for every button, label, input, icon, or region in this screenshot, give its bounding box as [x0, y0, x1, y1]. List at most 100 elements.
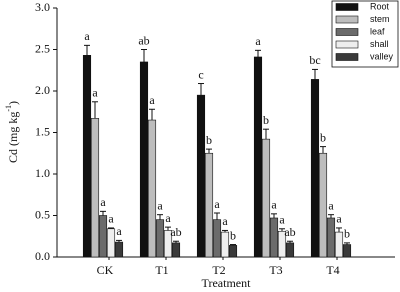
legend-label: stem [370, 14, 390, 24]
error-bar [344, 242, 350, 245]
legend-swatch [335, 53, 359, 61]
error-bar [222, 229, 228, 233]
legend-label: leaf [370, 26, 385, 36]
error-bar [84, 44, 90, 56]
bar [269, 217, 279, 258]
bar [114, 241, 124, 258]
significance-letter: b [320, 130, 326, 144]
bar [228, 245, 238, 258]
significance-letter: b [230, 228, 236, 242]
significance-letter: a [100, 195, 106, 209]
error-bar [255, 49, 261, 57]
y-label-text: Cd (mg kg [6, 112, 20, 163]
legend-label: Root [370, 1, 390, 11]
error-bar [328, 214, 334, 218]
bar [98, 215, 108, 258]
significance-letter: bc [309, 53, 320, 67]
legend-swatch [335, 15, 359, 24]
error-bar [100, 210, 106, 216]
x-tick-label: T2 [212, 263, 225, 277]
bar [106, 228, 116, 258]
significance-letter: a [92, 86, 98, 100]
bar [90, 118, 100, 258]
x-tick-label: T1 [155, 263, 168, 277]
significance-letter: a [116, 224, 122, 238]
x-tick-label: CK [97, 263, 114, 277]
y-tick-label: 2.0 [35, 83, 50, 97]
significance-letter: a [255, 34, 261, 48]
significance-letter: b [263, 113, 269, 127]
error-bar [230, 244, 236, 246]
significance-letter: a [157, 198, 163, 212]
significance-letter: a [84, 29, 90, 43]
significance-letter: a [214, 197, 220, 211]
bar [253, 56, 263, 258]
significance-letter: a [328, 198, 334, 212]
y-tick-label: 0.5 [35, 207, 50, 221]
significance-letter: ab [284, 225, 295, 239]
y-label-text: ) [6, 101, 20, 105]
bar [326, 217, 336, 258]
bar [139, 61, 149, 258]
error-bar [271, 213, 277, 218]
significance-letter: ab [138, 33, 149, 47]
significance-letter: a [165, 211, 171, 225]
bar [196, 94, 206, 258]
error-bar [108, 227, 114, 229]
significance-letter: c [198, 67, 203, 81]
bar [334, 231, 344, 258]
error-bar [263, 128, 269, 140]
error-bar [206, 148, 212, 154]
error-bar [320, 146, 326, 154]
bar [204, 152, 214, 258]
bar [285, 242, 295, 258]
legend-label: shall [370, 39, 389, 49]
error-bar [173, 240, 179, 243]
significance-letter: a [222, 214, 228, 228]
significance-letter: a [149, 93, 155, 107]
significance-letter: a [279, 213, 285, 227]
y-tick-label: 1.0 [35, 166, 50, 180]
y-tick-label: 2.5 [35, 41, 50, 55]
error-bar [312, 68, 318, 80]
error-bar [92, 101, 98, 119]
y-axis-label: Cd (mg kg-1) [4, 101, 20, 163]
bar [82, 55, 92, 258]
error-bar [141, 49, 147, 62]
error-bar [157, 214, 163, 220]
error-bar [116, 239, 122, 243]
error-bar [165, 226, 171, 231]
bar [261, 138, 271, 258]
error-bar [198, 83, 204, 96]
bar [147, 119, 157, 258]
legend-label: valley [370, 51, 394, 61]
significance-letter: a [108, 212, 114, 226]
bar [212, 219, 222, 258]
y-label-superscript: -1 [4, 105, 13, 112]
x-axis-label: Treatment [202, 276, 252, 290]
bar [342, 244, 352, 258]
error-bar [214, 212, 220, 220]
bar [318, 152, 328, 258]
significance-letter: a [336, 212, 342, 226]
bar [171, 242, 181, 258]
bar [310, 79, 320, 258]
error-bar [149, 108, 155, 121]
bar [220, 231, 230, 258]
significance-letter: b [344, 227, 350, 241]
legend-swatch [335, 3, 359, 11]
bar [155, 219, 165, 258]
significance-letter: a [271, 198, 277, 212]
y-tick-label: 0.0 [35, 249, 50, 263]
legend-swatch [335, 40, 359, 49]
error-bar [336, 227, 342, 233]
error-bar [287, 240, 293, 243]
legend: Root stem leaf shall valley [335, 1, 394, 61]
significance-letter: ab [170, 225, 181, 239]
error-bar [279, 228, 285, 232]
significance-letter: b [206, 133, 212, 147]
legend-swatch [335, 28, 359, 36]
y-tick-label: 3.0 [35, 0, 50, 14]
